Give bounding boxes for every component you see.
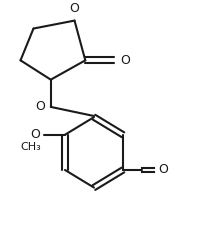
- Text: O: O: [35, 100, 45, 113]
- Text: O: O: [120, 54, 130, 67]
- Text: O: O: [159, 164, 168, 176]
- Text: CH₃: CH₃: [20, 142, 41, 151]
- Text: O: O: [70, 2, 79, 15]
- Text: O: O: [31, 128, 41, 141]
